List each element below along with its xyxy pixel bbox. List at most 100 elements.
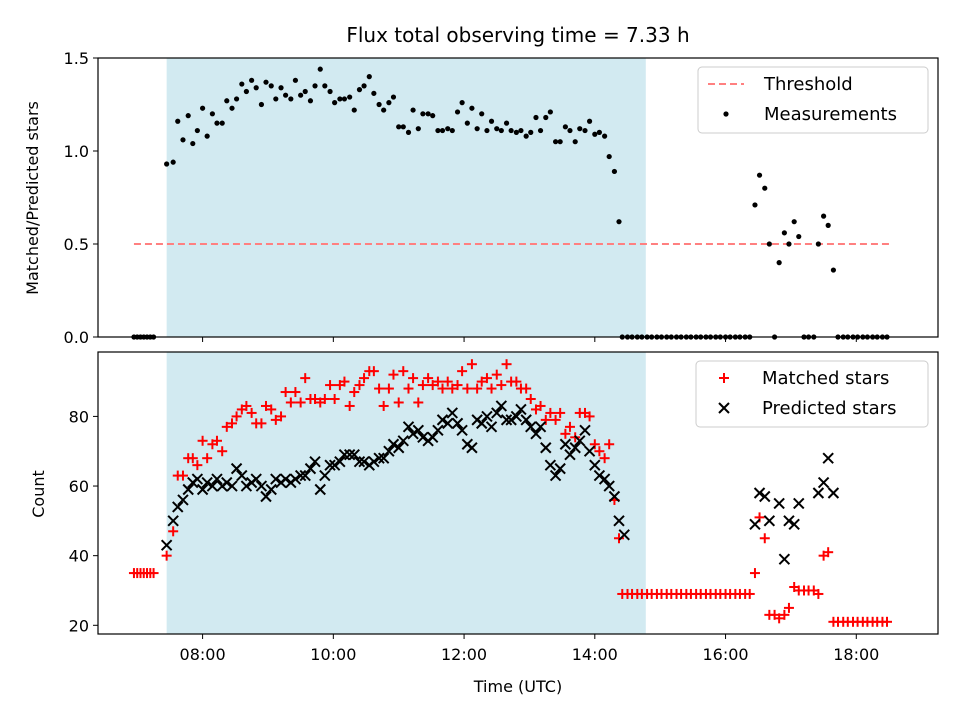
legend-entry: Matched stars (762, 368, 889, 389)
data-point (534, 421, 547, 433)
data-point (177, 494, 189, 506)
data-point (491, 407, 503, 419)
data-point (194, 127, 200, 134)
data-point (310, 394, 321, 404)
data-point (452, 380, 463, 391)
data-point-b (778, 553, 791, 565)
data-point (278, 85, 284, 91)
data-point (221, 421, 232, 432)
data-point (168, 526, 179, 537)
data-point (405, 129, 412, 135)
data-point (191, 473, 204, 485)
y-tick-label: 20 (69, 616, 89, 635)
data-point-b (515, 403, 527, 416)
data-point-b (505, 414, 517, 426)
data-point (256, 418, 267, 429)
data-point (776, 260, 782, 266)
data-point (381, 107, 387, 113)
data-point (495, 400, 508, 412)
data-point (332, 100, 338, 106)
data-point-b (446, 407, 459, 419)
data-point (339, 376, 350, 387)
data-point-b (387, 438, 400, 450)
data-point (749, 518, 761, 531)
data-point (289, 473, 302, 485)
data-point-b (583, 445, 596, 457)
data-point (579, 424, 591, 437)
data-point (408, 373, 419, 384)
data-point (589, 439, 600, 450)
data-point (496, 380, 507, 391)
data-point (219, 120, 225, 126)
data-point (540, 442, 552, 454)
data-point (543, 114, 549, 121)
data-point-b (407, 428, 419, 440)
data-point (402, 421, 415, 433)
data-point (249, 77, 255, 83)
data-point (400, 124, 406, 130)
y-tick-label: 60 (69, 477, 89, 496)
data-point (476, 376, 487, 387)
data-point (348, 448, 360, 461)
data-point-b (191, 473, 204, 485)
data-point (217, 446, 228, 457)
data-point (263, 79, 269, 85)
data-point (206, 480, 219, 492)
y-tick-label: 0.0 (64, 328, 89, 347)
data-point (359, 373, 370, 384)
data-point (260, 490, 272, 503)
data-point (528, 129, 534, 135)
data-point (366, 74, 372, 80)
data-point (337, 96, 343, 102)
data-point-b (304, 462, 317, 475)
data-point (236, 469, 248, 482)
data-point-b (753, 487, 766, 499)
data-point (501, 359, 512, 370)
data-point (552, 139, 559, 145)
data-point-b (432, 424, 444, 437)
data-point (197, 435, 208, 446)
data-point (383, 383, 394, 394)
data-point (423, 373, 434, 384)
data-point (314, 483, 326, 496)
data-point (270, 414, 281, 425)
y-tick-label: 80 (69, 407, 89, 426)
data-point-b (255, 480, 268, 492)
data-point-b (334, 455, 346, 468)
data-point-b (763, 515, 776, 527)
data-point (827, 487, 840, 499)
data-point (266, 404, 277, 415)
data-point (815, 241, 821, 247)
data-point-b (500, 414, 513, 426)
data-point (537, 127, 544, 134)
data-point-b (299, 469, 311, 482)
data-point-b (182, 483, 194, 496)
data-point (469, 105, 475, 111)
data-point (377, 452, 390, 464)
data-point (201, 476, 213, 489)
data-point (594, 446, 605, 457)
data-point-b (417, 431, 429, 444)
data-point (744, 588, 755, 599)
data-point-b (827, 487, 840, 499)
data-point (882, 616, 893, 627)
data-point (415, 126, 421, 132)
data-point (446, 407, 459, 419)
data-point (349, 387, 360, 398)
data-point-b (613, 515, 625, 527)
data-point (773, 497, 785, 510)
data-point (190, 140, 196, 147)
data-point (756, 172, 763, 178)
data-point-b (172, 501, 184, 513)
data-point (324, 459, 336, 471)
data-point (608, 490, 621, 503)
data-point (437, 383, 448, 394)
data-point-b (549, 469, 562, 482)
data-point (221, 476, 233, 489)
data-point (515, 403, 527, 416)
data-point-b (544, 459, 557, 471)
data-point (436, 414, 449, 426)
data-point (486, 383, 497, 394)
data-point-b (436, 414, 449, 426)
